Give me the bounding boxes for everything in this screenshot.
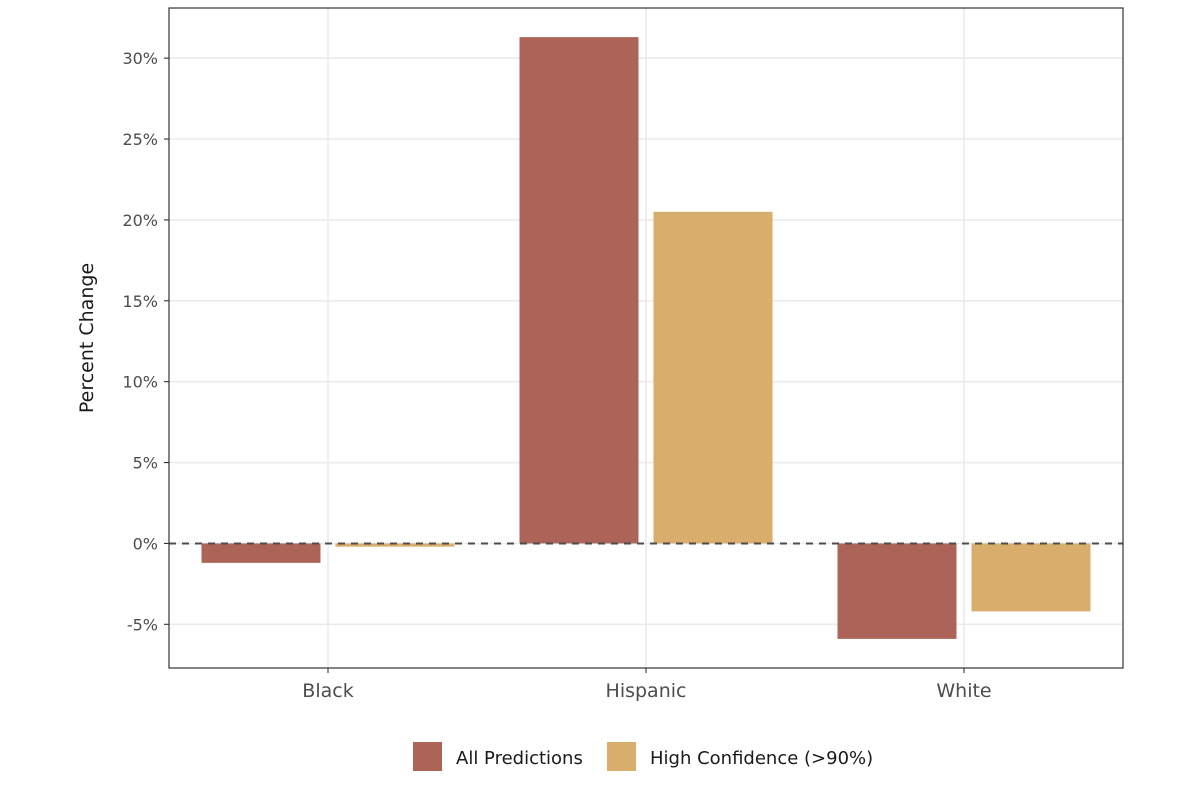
- bars: [201, 37, 1091, 639]
- y-axis-title: Percent Change: [76, 263, 98, 413]
- bar-hispanic-series-2: [653, 211, 773, 544]
- y-tick-label: 10%: [122, 373, 158, 392]
- legend-swatch-2: [607, 742, 636, 771]
- grid: [169, 8, 1123, 668]
- bar-hispanic-series-1: [519, 37, 639, 544]
- bar-black-series-1: [201, 543, 321, 563]
- x-tick-label-black: Black: [302, 680, 353, 702]
- legend-label-1: All Predictions: [456, 748, 583, 769]
- bar-black-series-2: [335, 543, 455, 547]
- x-tick-label-hispanic: Hispanic: [606, 680, 687, 702]
- y-tick-label: -5%: [127, 615, 158, 634]
- y-tick-label: 25%: [122, 130, 158, 149]
- legend-swatch-1: [413, 742, 442, 771]
- y-tick-label: 15%: [122, 292, 158, 311]
- x-axis: Black Hispanic White: [302, 668, 992, 702]
- legend-label-2: High Confidence (>90%): [650, 748, 873, 769]
- y-tick-label: 20%: [122, 211, 158, 230]
- bar-white-series-2: [971, 543, 1091, 612]
- x-tick-label-white: White: [936, 680, 991, 702]
- y-tick-label: 30%: [122, 49, 158, 68]
- bar-white-series-1: [837, 543, 957, 639]
- y-tick-label: 0%: [133, 534, 158, 553]
- legend: All Predictions High Confidence (>90%): [413, 742, 873, 771]
- y-axis: -5% 0% 5% 10% 15% 20% 25% 30%: [122, 49, 169, 634]
- y-tick-label: 5%: [133, 454, 158, 473]
